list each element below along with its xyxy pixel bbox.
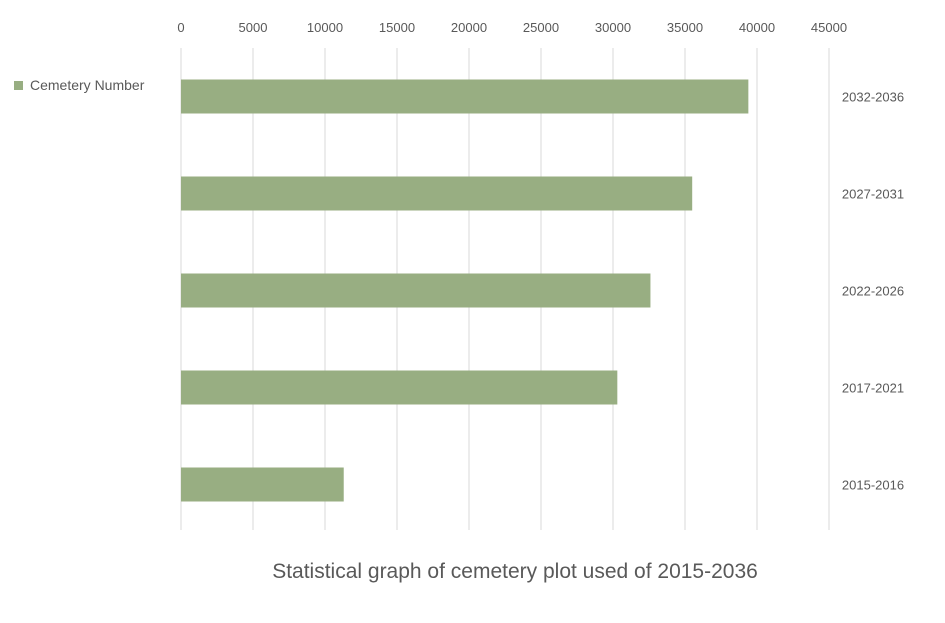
x-tick-label: 35000: [667, 20, 703, 35]
category-label: 2022-2026: [842, 284, 904, 299]
x-tick-label: 30000: [595, 20, 631, 35]
category-label: 2017-2021: [842, 381, 904, 396]
x-tick-label: 40000: [739, 20, 775, 35]
x-tick-label: 5000: [239, 20, 268, 35]
bar: [181, 79, 749, 114]
chart-title: Statistical graph of cemetery plot used …: [272, 560, 758, 583]
bar: [181, 467, 344, 502]
x-tick-label: 15000: [379, 20, 415, 35]
bar: [181, 370, 618, 405]
legend-swatch: [14, 80, 23, 90]
legend-label: Cemetery Number: [30, 77, 145, 93]
x-tick-label: 0: [177, 20, 184, 35]
bar: [181, 176, 693, 211]
x-tick-label: 45000: [811, 20, 847, 35]
category-label: 2027-2031: [842, 187, 904, 202]
bars: [181, 79, 749, 502]
x-tick-label: 10000: [307, 20, 343, 35]
category-labels: 2015-2016 2017-2021 2022-2026 2027-2031 2032…: [842, 90, 904, 493]
category-label: 2015-2016: [842, 478, 904, 493]
x-tick-label: 20000: [451, 20, 487, 35]
x-tick-label: 25000: [523, 20, 559, 35]
category-label: 2032-2036: [842, 90, 904, 105]
x-axis-ticks: 0 5000 10000 15000 20000 25000 30000 35000 40000…: [177, 20, 847, 35]
legend: Cemetery Number: [14, 77, 144, 93]
bar: [181, 273, 651, 308]
